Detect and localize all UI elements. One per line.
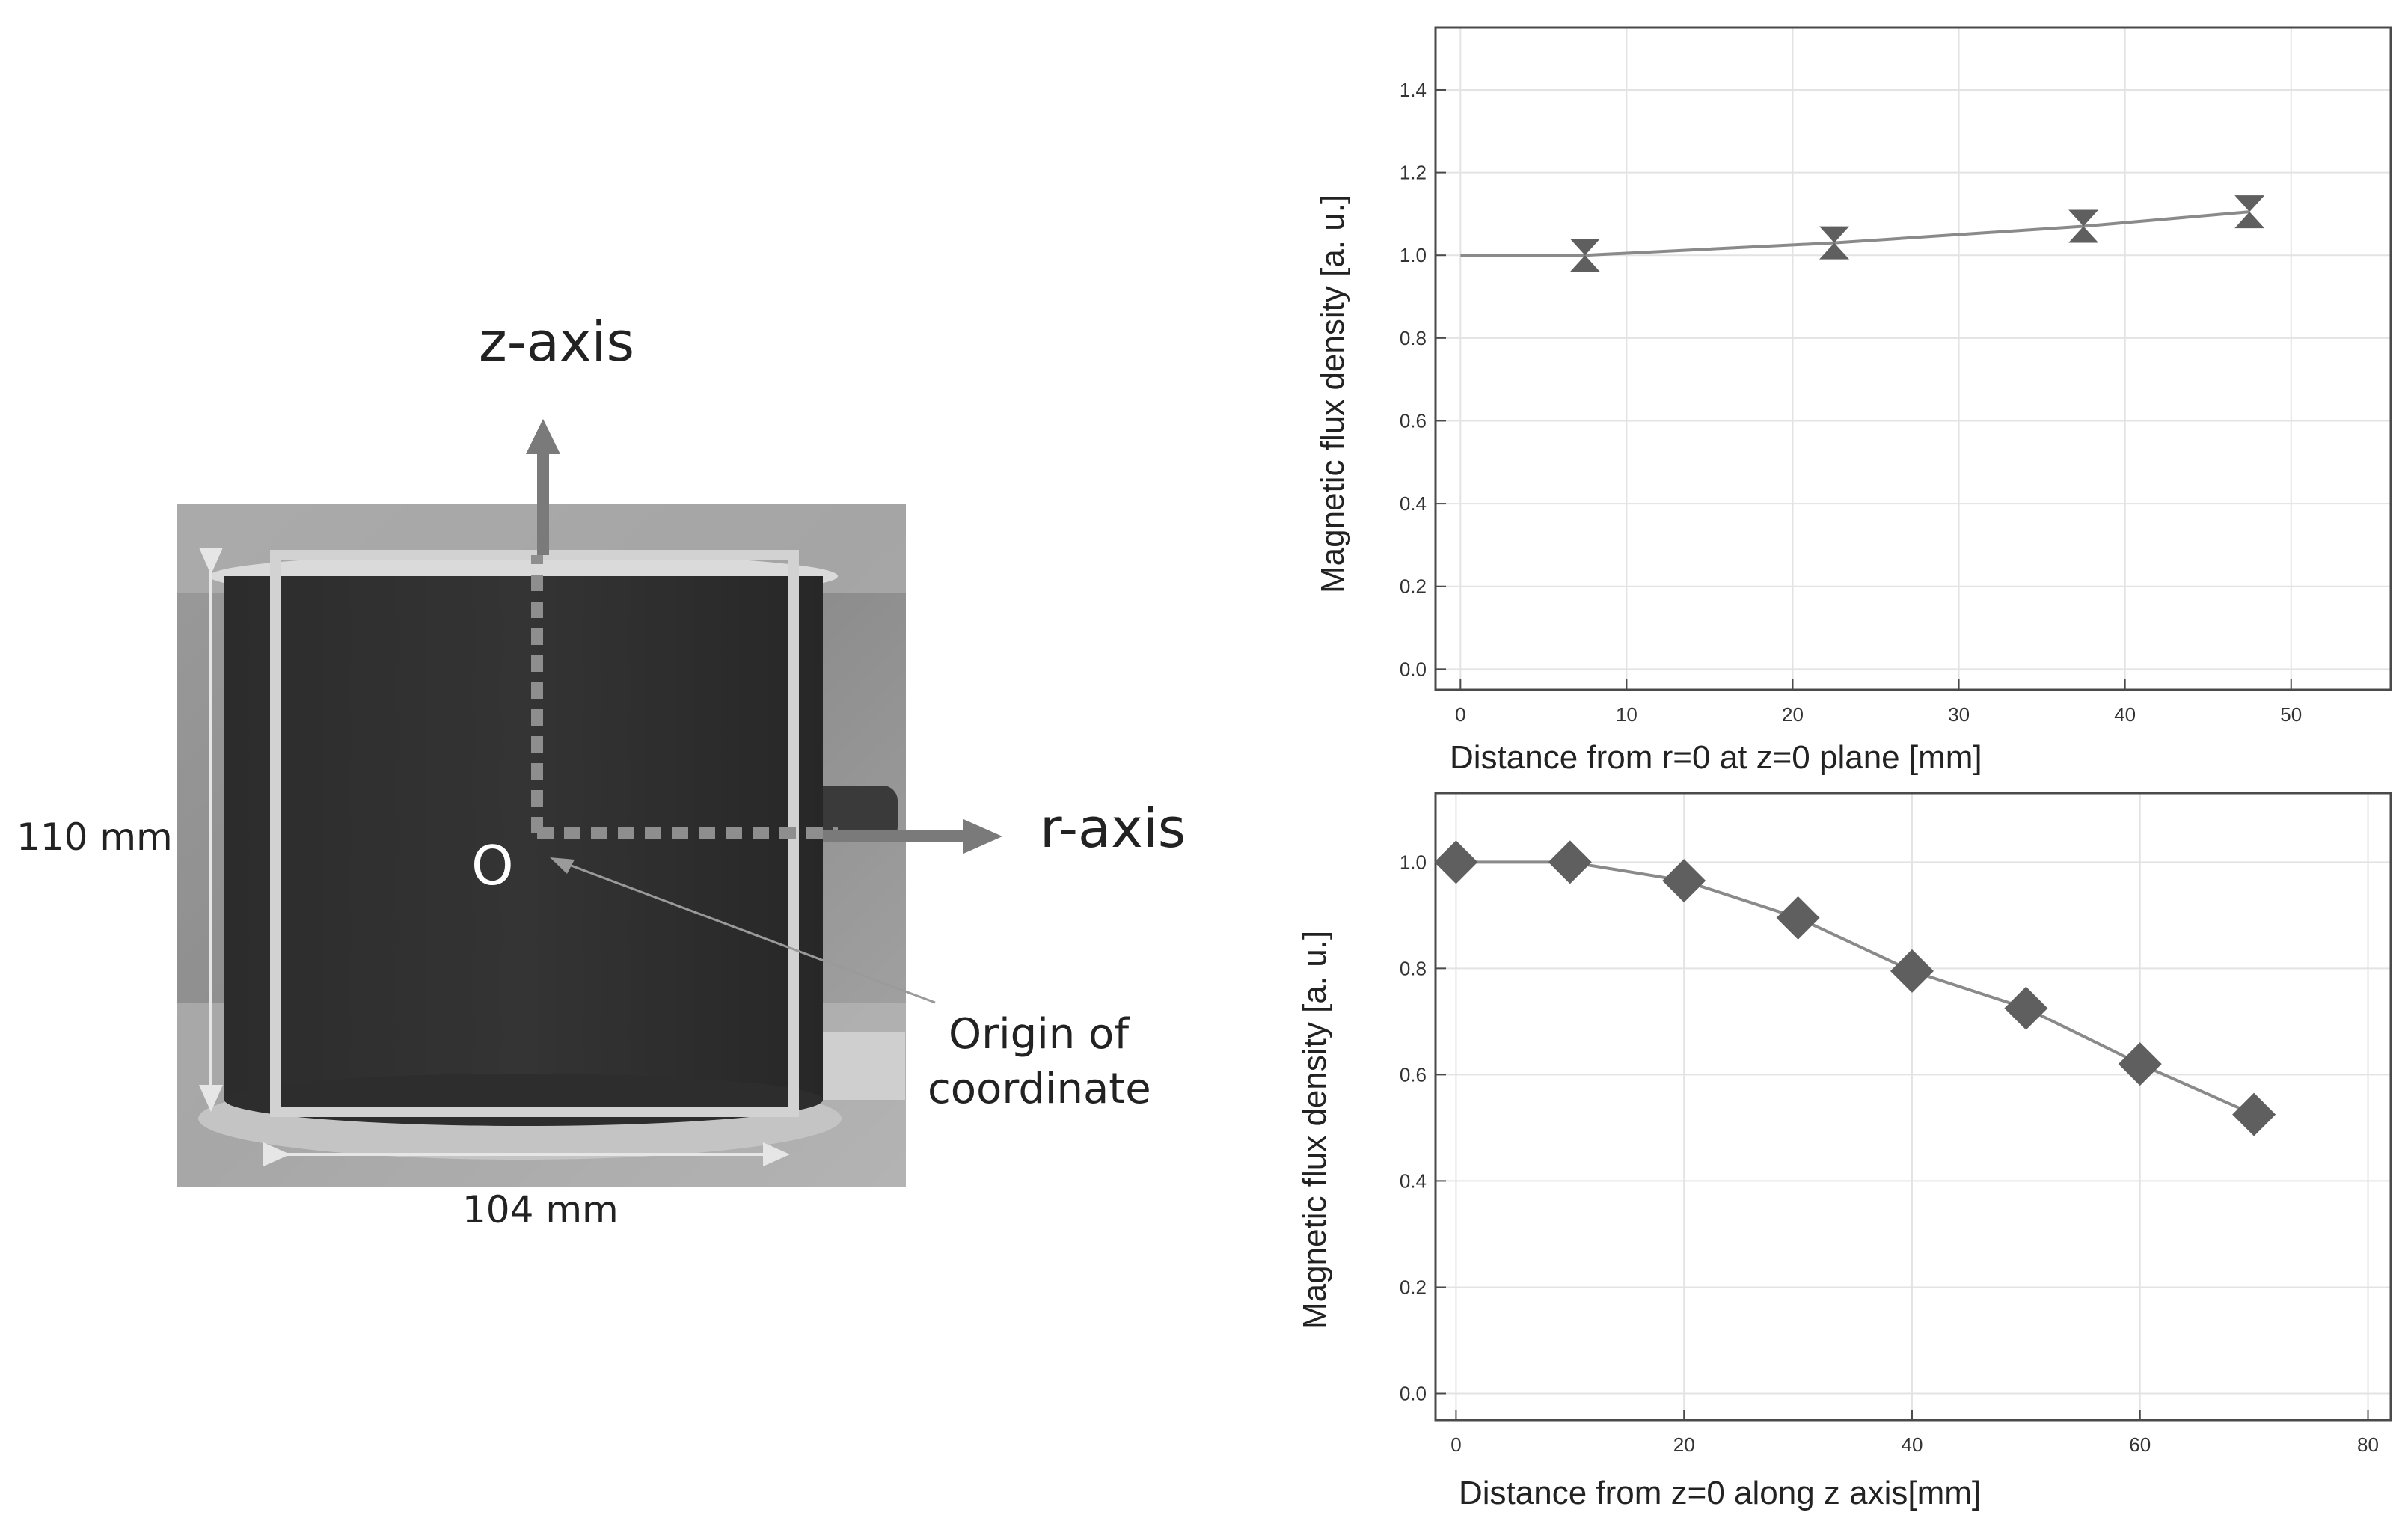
chart1-x-tick-label: 30 bbox=[1948, 703, 1970, 726]
chart2-x-axis-label: Distance from z=0 along z axis[mm] bbox=[1459, 1475, 1982, 1511]
chart2-data-point bbox=[1548, 840, 1592, 884]
origin-letter: O bbox=[471, 834, 514, 897]
chart2-y-tick-label: 0.6 bbox=[1400, 1063, 1427, 1086]
chart2-data-point bbox=[1776, 896, 1820, 940]
z-axis-label: z-axis bbox=[479, 310, 635, 373]
chart2-y-tick-label: 1.0 bbox=[1400, 851, 1427, 873]
chart2-data-point bbox=[2232, 1092, 2276, 1136]
z-axis-arrow-head bbox=[526, 419, 560, 454]
chart1-y-tick-label: 0.0 bbox=[1400, 658, 1427, 680]
chart1-x-tick-label: 20 bbox=[1782, 703, 1804, 726]
chart2-y-tick-label: 0.4 bbox=[1400, 1169, 1427, 1192]
chart1-plot-frame bbox=[1434, 26, 2392, 691]
chart1-data-point bbox=[2234, 195, 2265, 229]
chart1-x-axis-label: Distance from r=0 at z=0 plane [mm] bbox=[1450, 739, 1982, 776]
chart1-x-tick-label: 10 bbox=[1616, 703, 1637, 726]
chart2-data-point bbox=[1662, 859, 1706, 903]
origin-caption-line1: Origin of bbox=[949, 1010, 1130, 1059]
chart1-y-tick-label: 0.4 bbox=[1400, 492, 1427, 515]
chart2-y-tick-label: 0.0 bbox=[1400, 1382, 1427, 1404]
chart2-x-tick-label: 60 bbox=[2129, 1433, 2151, 1456]
chart2-data-point bbox=[2118, 1042, 2162, 1086]
chart2-data-point bbox=[1434, 840, 1478, 884]
height-dimension-label: 110 mm bbox=[16, 815, 173, 859]
chart1-y-tick-label: 0.2 bbox=[1400, 575, 1427, 598]
coil-diagram bbox=[177, 419, 1002, 1187]
chart2-y-tick-label: 0.2 bbox=[1400, 1276, 1427, 1298]
width-dimension-label: 104 mm bbox=[462, 1188, 619, 1231]
chart1-data-point bbox=[1569, 239, 1600, 272]
origin-pointer-head bbox=[550, 857, 575, 874]
chart2-plot-frame bbox=[1434, 792, 2392, 1422]
chart2-x-tick-label: 80 bbox=[2357, 1433, 2379, 1456]
chart2-data-point bbox=[2004, 986, 2048, 1030]
chart2-y-axis-label: Magnetic flux density [a. u.] bbox=[1296, 930, 1333, 1329]
r-axis-arrow-head bbox=[963, 819, 1002, 854]
origin-pointer-line bbox=[557, 859, 936, 1004]
chart1-data-point bbox=[2068, 209, 2099, 243]
origin-caption-line2: coordinate bbox=[928, 1065, 1151, 1113]
chart1-x-tick-label: 50 bbox=[2280, 703, 2302, 726]
chart2-data-point bbox=[1890, 949, 1934, 993]
chart2-x-tick-label: 20 bbox=[1673, 1433, 1695, 1456]
chart1-y-axis-label: Magnetic flux density [a. u.] bbox=[1314, 194, 1351, 593]
chart2-series-line bbox=[1456, 860, 2255, 1116]
chart1-y-tick-label: 1.2 bbox=[1400, 162, 1427, 184]
chart1-series-line bbox=[1460, 210, 2250, 257]
chart1-y-tick-label: 0.6 bbox=[1400, 409, 1427, 432]
chart1-y-tick-label: 0.8 bbox=[1400, 327, 1427, 349]
chart1-x-tick-label: 40 bbox=[2114, 703, 2136, 726]
chart2-x-tick-label: 40 bbox=[1902, 1433, 1923, 1456]
chart1-x-tick-label: 0 bbox=[1455, 703, 1465, 726]
r-axis-label: r-axis bbox=[1040, 797, 1186, 860]
chart1-y-tick-label: 1.0 bbox=[1400, 244, 1427, 266]
chart2-y-tick-label: 0.8 bbox=[1400, 957, 1427, 979]
chart1-y-tick-label: 1.4 bbox=[1400, 79, 1427, 101]
chart2-x-tick-label: 0 bbox=[1450, 1433, 1461, 1456]
chart1-data-point bbox=[1819, 226, 1850, 260]
